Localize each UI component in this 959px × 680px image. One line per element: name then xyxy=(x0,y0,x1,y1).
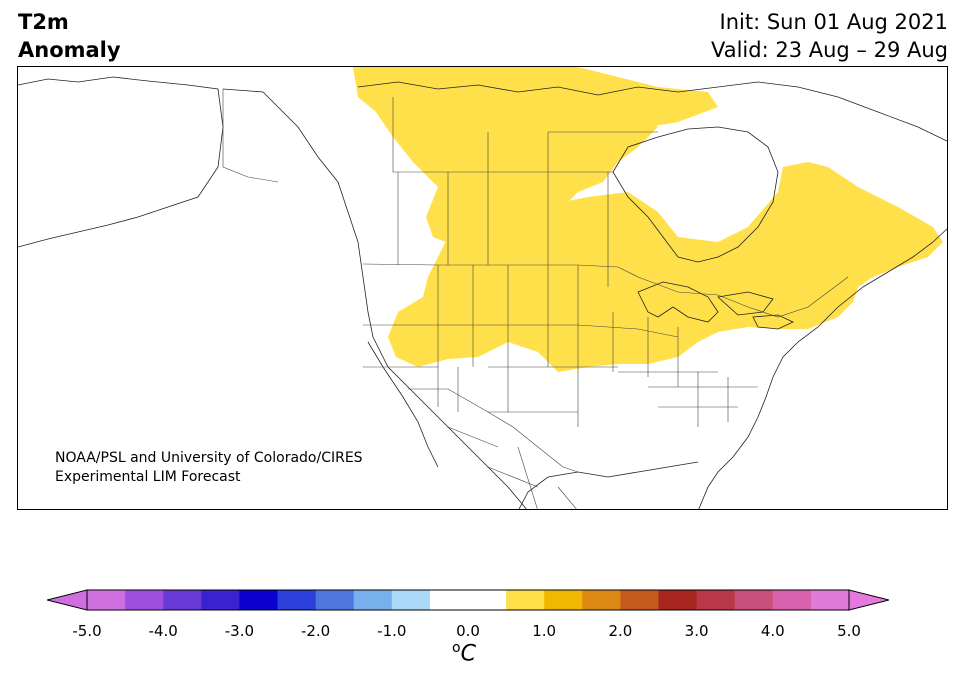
colorbar-tick-label: -4.0 xyxy=(148,622,178,640)
colorbar-cell xyxy=(125,590,164,610)
pacific-coast xyxy=(222,88,527,509)
colorbar-cell xyxy=(810,590,850,610)
colorbar-cells xyxy=(87,590,850,610)
title-line-2: Anomaly xyxy=(18,38,121,62)
province-lines xyxy=(392,97,658,287)
colorbar-cell xyxy=(239,590,278,610)
forecast-dates: Init: Sun 01 Aug 2021 Valid: 23 Aug – 29… xyxy=(711,8,948,64)
map-canvas xyxy=(18,67,947,509)
colorbar-cell xyxy=(391,590,431,610)
arctic-islands xyxy=(357,81,947,142)
colorbar-cell xyxy=(734,590,774,610)
colorbar-tick-label: 0.0 xyxy=(456,622,480,640)
colorbar-cell xyxy=(163,590,202,610)
colorbar-tick-label: 1.0 xyxy=(532,622,557,640)
gulf-coast xyxy=(518,461,699,509)
alaska-border xyxy=(222,89,279,183)
unit-celsius: C xyxy=(460,641,476,667)
colorbar-cell xyxy=(506,590,545,610)
colorbar-cell xyxy=(620,590,659,610)
credit-line-1: NOAA/PSL and University of Colorado/CIRE… xyxy=(55,450,363,466)
anomaly-region-central xyxy=(388,162,943,372)
colorbar-extend-low xyxy=(47,589,88,611)
credit-text: NOAA/PSL and University of Colorado/CIRE… xyxy=(55,449,363,487)
baja xyxy=(367,341,439,468)
credit-line-2: Experimental LIM Forecast xyxy=(55,469,241,485)
colorbar xyxy=(47,589,889,611)
colorbar-tick-label: -2.0 xyxy=(300,622,331,640)
colorbar-cell xyxy=(315,590,355,610)
mexico-states xyxy=(447,426,577,509)
colorbar-cell xyxy=(468,590,507,610)
valid-range: Valid: 23 Aug – 29 Aug xyxy=(710,38,948,62)
anomaly-shading xyxy=(353,67,943,372)
anomaly-region-arctic-strip xyxy=(398,67,718,127)
colorbar-tick-label: 3.0 xyxy=(684,622,709,640)
colorbar-cell xyxy=(658,590,698,610)
colorbar-cell xyxy=(201,590,240,610)
colorbar-tick-label: -1.0 xyxy=(377,622,407,640)
colorbar-cell xyxy=(772,590,812,610)
colorbar-tick-label: 2.0 xyxy=(608,622,633,640)
colorbar-cell xyxy=(582,590,621,610)
map-panel xyxy=(17,66,948,510)
colorbar-unit: oC xyxy=(452,640,476,666)
colorbar-tick-label: 4.0 xyxy=(760,622,785,640)
colorbar-extend-high xyxy=(848,589,889,611)
hudson-bay xyxy=(612,126,779,263)
colorbar-tick-label: 5.0 xyxy=(837,622,861,640)
political-borders xyxy=(222,89,849,509)
colorbar-tick-label: -5.0 xyxy=(72,622,102,640)
init-date: Init: Sun 01 Aug 2021 xyxy=(719,10,948,34)
atlantic-coast xyxy=(698,228,947,509)
colorbar-cell xyxy=(696,590,736,610)
colorbar-outline xyxy=(86,589,850,611)
unit-degree: o xyxy=(452,640,461,656)
colorbar-cell xyxy=(277,590,317,610)
alaska-coast xyxy=(18,76,224,248)
colorbar-cell xyxy=(544,590,583,610)
state-lines xyxy=(363,265,758,427)
colorbar-cell xyxy=(87,590,126,610)
coastlines xyxy=(18,76,947,509)
colorbar-cell xyxy=(429,590,469,610)
colorbar-cell xyxy=(353,590,393,610)
title-line-1: T2m xyxy=(18,10,69,34)
colorbar-tick-label: -3.0 xyxy=(224,622,255,640)
map-title: T2m Anomaly xyxy=(18,8,121,64)
mexico-border xyxy=(408,388,579,473)
